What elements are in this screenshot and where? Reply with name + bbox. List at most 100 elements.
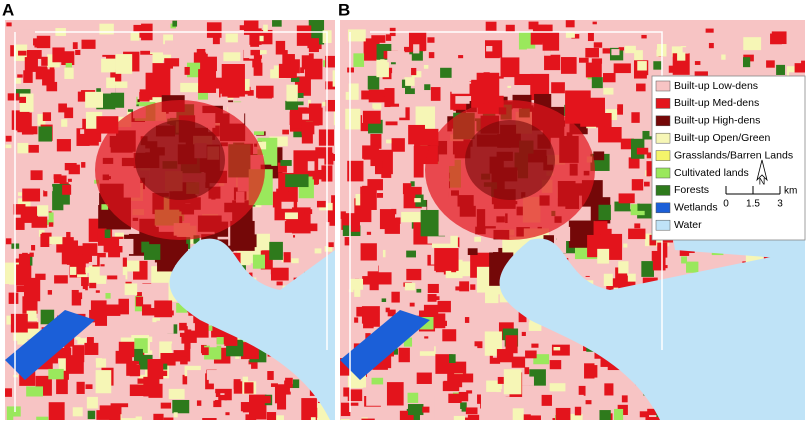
- legend-box: [651, 75, 806, 241]
- land-patch: [81, 277, 89, 287]
- land-patch: [585, 47, 599, 58]
- land-patch: [371, 35, 386, 43]
- land-patch: [118, 257, 127, 267]
- land-patch: [95, 358, 107, 368]
- land-patch: [633, 129, 641, 138]
- land-patch: [283, 252, 291, 263]
- land-patch: [130, 31, 140, 41]
- land-patch: [180, 82, 199, 93]
- land-patch: [716, 34, 725, 41]
- land-patch: [5, 135, 12, 142]
- land-patch: [454, 409, 462, 416]
- land-patch: [367, 75, 380, 90]
- land-patch: [163, 417, 174, 420]
- land-patch: [128, 76, 137, 84]
- scale-label: 3: [777, 199, 783, 210]
- land-patch: [324, 246, 333, 252]
- land-patch: [458, 391, 469, 402]
- land-patch: [486, 45, 493, 52]
- land-patch: [470, 284, 476, 290]
- land-patch: [19, 96, 27, 103]
- land-patch: [794, 63, 805, 73]
- land-patch: [218, 394, 227, 401]
- land-patch: [455, 96, 470, 104]
- land-patch: [206, 22, 222, 38]
- land-patch: [77, 91, 90, 102]
- land-patch: [225, 33, 238, 43]
- land-patch: [391, 291, 400, 303]
- land-patch: [313, 117, 320, 126]
- land-patch: [634, 223, 641, 229]
- land-patch: [578, 385, 586, 396]
- land-patch: [766, 60, 775, 68]
- land-patch: [615, 267, 628, 280]
- land-patch: [284, 377, 293, 388]
- land-patch: [172, 236, 187, 248]
- land-patch: [286, 394, 301, 412]
- land-patch: [310, 96, 323, 104]
- land-patch: [382, 125, 400, 137]
- land-patch: [399, 387, 412, 398]
- land-patch: [743, 37, 762, 51]
- land-patch: [139, 54, 153, 73]
- land-patch: [636, 83, 646, 92]
- land-patch: [514, 73, 534, 86]
- land-patch: [64, 67, 74, 79]
- land-patch: [642, 190, 648, 196]
- land-patch: [6, 22, 12, 27]
- land-patch: [13, 204, 26, 215]
- land-patch: [87, 337, 94, 345]
- land-patch: [628, 157, 640, 169]
- land-patch: [35, 66, 48, 80]
- land-patch: [352, 21, 359, 26]
- land-patch: [85, 91, 103, 108]
- land-patch: [355, 323, 364, 331]
- legend-label: Forests: [674, 184, 709, 196]
- land-patch: [115, 350, 133, 364]
- land-patch: [302, 398, 315, 408]
- land-patch: [612, 192, 623, 205]
- land-patch: [198, 69, 217, 93]
- land-patch: [156, 316, 174, 334]
- land-patch: [160, 352, 176, 366]
- land-patch: [36, 35, 51, 49]
- land-patch: [618, 47, 625, 51]
- land-patch: [422, 406, 430, 413]
- scale-label: 0: [723, 199, 729, 210]
- land-patch: [252, 254, 265, 269]
- land-patch: [511, 356, 526, 368]
- land-patch: [505, 335, 518, 354]
- land-patch: [419, 338, 435, 352]
- land-patch: [410, 77, 422, 89]
- land-patch: [347, 160, 364, 182]
- land-patch: [282, 54, 295, 66]
- land-patch: [118, 298, 129, 315]
- land-patch: [279, 175, 288, 180]
- land-patch: [225, 412, 230, 416]
- land-patch: [600, 228, 612, 238]
- land-patch: [184, 66, 190, 75]
- land-patch: [121, 407, 136, 419]
- land-patch: [628, 228, 646, 240]
- land-patch: [287, 379, 300, 389]
- land-patch: [13, 416, 26, 420]
- land-patch: [180, 330, 185, 333]
- land-patch: [624, 45, 636, 54]
- land-patch: [307, 161, 315, 171]
- land-patch: [161, 54, 172, 61]
- land-patch: [631, 179, 644, 191]
- land-patch: [30, 170, 43, 181]
- land-patch: [62, 217, 67, 224]
- land-patch: [362, 145, 379, 159]
- land-patch: [416, 285, 422, 293]
- land-patch: [239, 25, 245, 30]
- land-patch: [173, 412, 178, 418]
- land-patch: [662, 265, 668, 269]
- land-patch: [76, 381, 85, 394]
- land-patch: [354, 317, 359, 323]
- land-patch: [164, 40, 173, 51]
- land-patch: [631, 112, 640, 123]
- land-patch: [434, 248, 459, 271]
- boundary: [349, 31, 663, 412]
- land-patch: [314, 177, 319, 185]
